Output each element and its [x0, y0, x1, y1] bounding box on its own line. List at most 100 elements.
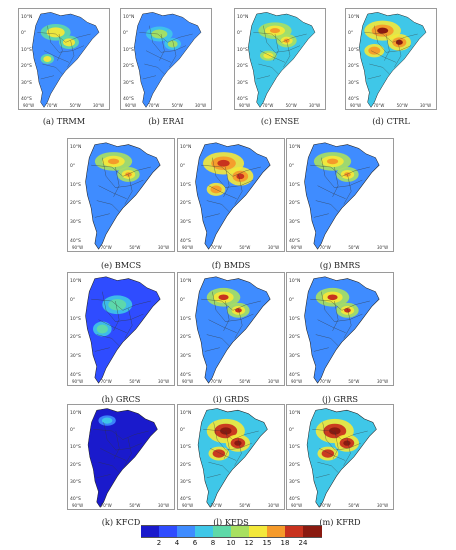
colorbar-swatch: [141, 525, 160, 538]
latitude-tick: 0°: [289, 297, 295, 303]
country-border: [315, 200, 339, 212]
precip-field-core: [368, 46, 381, 55]
longitude-tick: 30°W: [93, 103, 105, 108]
latitude-tick: 40°S: [70, 373, 81, 378]
country-border: [394, 40, 402, 68]
longitude-tick: 50°W: [239, 379, 251, 384]
longitude-tick: 50°W: [348, 245, 360, 250]
caption-k: (k) KFCD: [101, 517, 141, 527]
panel-j: 10°N 0° 10°S 20°S 30°S 40°S 90°W 70°W 50°W 30°W (…: [286, 272, 394, 404]
longitude-tick: 70°W: [373, 103, 385, 108]
latitude-tick: 0°: [180, 163, 186, 169]
caption-f: (f) BMDS: [211, 260, 251, 270]
country-border: [149, 25, 187, 53]
country-border: [384, 33, 390, 61]
coastline: [85, 142, 161, 250]
country-border: [213, 422, 252, 451]
country-border: [57, 33, 63, 61]
country-border: [204, 213, 220, 218]
latitude-tick: 30°S: [70, 220, 81, 226]
country-border: [317, 185, 346, 199]
precip-field-max: [235, 308, 242, 313]
latitude-tick: 10°N: [180, 279, 192, 284]
country-border: [223, 430, 230, 459]
country-border: [113, 300, 120, 331]
country-border: [234, 174, 243, 205]
latitude-tick: 40°S: [289, 373, 300, 378]
latitude-tick: 20°S: [180, 335, 191, 341]
map-m-svg: [296, 405, 384, 509]
precip-field-max: [343, 440, 351, 446]
precip-field-max: [270, 28, 280, 34]
map-h: 10°N 0° 10°S 20°S 30°S 40°S 90°W 70°W 50°W 30°W: [67, 272, 175, 386]
latitude-tick: 40°S: [70, 239, 81, 244]
latitude-tick: 10°S: [180, 445, 191, 451]
map-f: 10°N 0° 10°S 20°S 30°S 40°S 90°W 70°W 50°W 30°W: [177, 138, 285, 252]
colorbar-swatch: [249, 525, 268, 538]
latitude-tick: 10°S: [289, 445, 300, 451]
precip-field-core: [43, 56, 52, 62]
country-border: [369, 63, 390, 75]
map-l: 10°N 0° 10°S 20°S 30°S 40°S 90°W 70°W 50°W 30°W: [177, 404, 285, 510]
precip-field-max: [329, 427, 341, 435]
latitude-tick: 20°S: [348, 64, 359, 70]
latitude-tick: 10°S: [123, 47, 134, 53]
map-f-svg: [184, 139, 278, 251]
country-border: [234, 437, 242, 466]
latitude-tick: 10°N: [70, 279, 82, 284]
longitude-tick: 50°W: [348, 503, 360, 508]
map-d: 10°N 0° 10°S 20°S 30°S 40°S 90°W 70°W 50°W 30°W: [345, 8, 437, 110]
country-border: [94, 347, 110, 352]
country-border: [374, 25, 412, 53]
precip-field-max: [107, 158, 120, 165]
panel-l: 10°N 0° 10°S 20°S 30°S 40°S 90°W 70°W 50°W 30°W (…: [177, 404, 285, 527]
country-border: [47, 25, 85, 53]
country-border: [96, 200, 120, 212]
latitude-tick: 10°N: [237, 15, 249, 20]
map-j-svg: [293, 273, 387, 385]
longitude-tick: 50°W: [348, 379, 360, 384]
colorbar-swatch: [159, 525, 178, 538]
country-border: [312, 429, 368, 440]
country-border: [67, 40, 75, 68]
latitude-tick: 40°S: [180, 373, 191, 378]
colorbar-tick-label: 8: [210, 539, 216, 547]
map-k-svg: [77, 405, 165, 509]
country-border: [206, 474, 221, 478]
country-border: [317, 462, 339, 473]
precip-field-core: [212, 449, 226, 458]
longitude-tick: 90°W: [23, 103, 35, 108]
country-border: [315, 474, 330, 478]
country-border: [208, 462, 230, 473]
colorbar-swatch: [195, 525, 214, 538]
map-g-svg: [293, 139, 387, 251]
country-border: [102, 291, 144, 322]
colorbar-tick-label: 4: [174, 539, 180, 547]
longitude-tick: 50°W: [239, 245, 251, 250]
caption-e: (e) BMCS: [100, 260, 142, 270]
country-border: [94, 213, 110, 218]
latitude-tick: 30°S: [180, 479, 191, 485]
country-border: [93, 429, 149, 440]
map-d-svg: [349, 9, 433, 109]
coastline: [32, 12, 100, 108]
map-h-svg: [74, 273, 168, 385]
country-border: [142, 75, 157, 80]
country-border: [201, 298, 261, 311]
colorbar-tick-label: 15: [262, 539, 272, 547]
latitude-tick: 30°S: [70, 479, 81, 485]
precipitation-colorbar: 2 4 6 8 10 12 15 18 24: [141, 525, 322, 547]
latitude-tick: 30°S: [237, 80, 248, 86]
map-l-svg: [187, 405, 275, 509]
country-border: [317, 319, 346, 333]
latitude-tick: 10°N: [289, 279, 301, 284]
precip-field-max: [236, 173, 245, 180]
precip-field-max: [377, 27, 389, 34]
country-border: [332, 300, 339, 331]
country-border: [259, 50, 286, 63]
country-border: [321, 291, 363, 322]
colorbar-tick-label: 18: [280, 539, 290, 547]
country-border: [322, 422, 361, 451]
country-border: [96, 474, 111, 478]
latitude-tick: 40°S: [237, 97, 248, 102]
